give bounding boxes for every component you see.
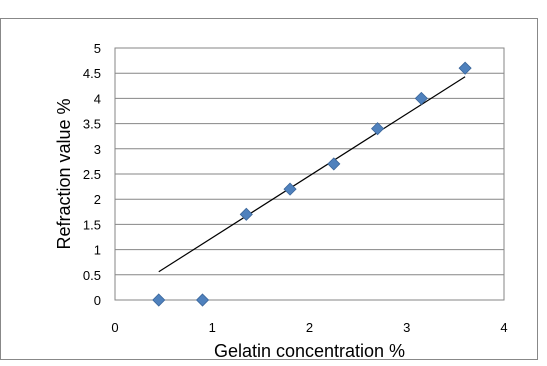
data-point [458,61,472,75]
x-tick-label: 2 [306,320,313,335]
y-tick-label: 2 [94,192,101,207]
y-tick-label: 3.5 [83,117,101,132]
y-tick-label: 0 [94,293,101,308]
y-tick-label: 3 [94,142,101,157]
data-points [152,61,472,307]
x-tick-labels: 0 1 2 3 4 [111,320,507,335]
y-axis-title: Refraction value % [54,98,74,249]
x-tick-label: 3 [403,320,410,335]
trendline [158,76,466,273]
trendline-group [158,76,466,273]
x-tick-label: 4 [500,320,507,335]
y-tick-label: 1.5 [83,217,101,232]
y-tick-label: 4.5 [83,66,101,81]
data-point [327,157,341,171]
data-point [152,293,166,307]
y-tick-label: 4 [94,91,101,106]
y-tick-label: 0.5 [83,268,101,283]
y-tick-label: 1 [94,243,101,258]
y-tick-label: 2.5 [83,167,101,182]
y-tick-label: 5 [94,41,101,56]
chart-area-border [0,18,538,360]
x-axis-title: Gelatin concentration % [214,341,405,361]
data-point [195,293,210,307]
data-point [283,182,297,196]
data-point [371,122,385,136]
x-tick-label: 1 [209,320,216,335]
plot-area [114,47,505,301]
data-point [239,207,253,221]
x-tick-label: 0 [111,320,118,335]
y-tick-labels: 0 0.5 1 1.5 2 2.5 3 3.5 4 4.5 5 [83,41,101,308]
data-point [414,91,428,105]
